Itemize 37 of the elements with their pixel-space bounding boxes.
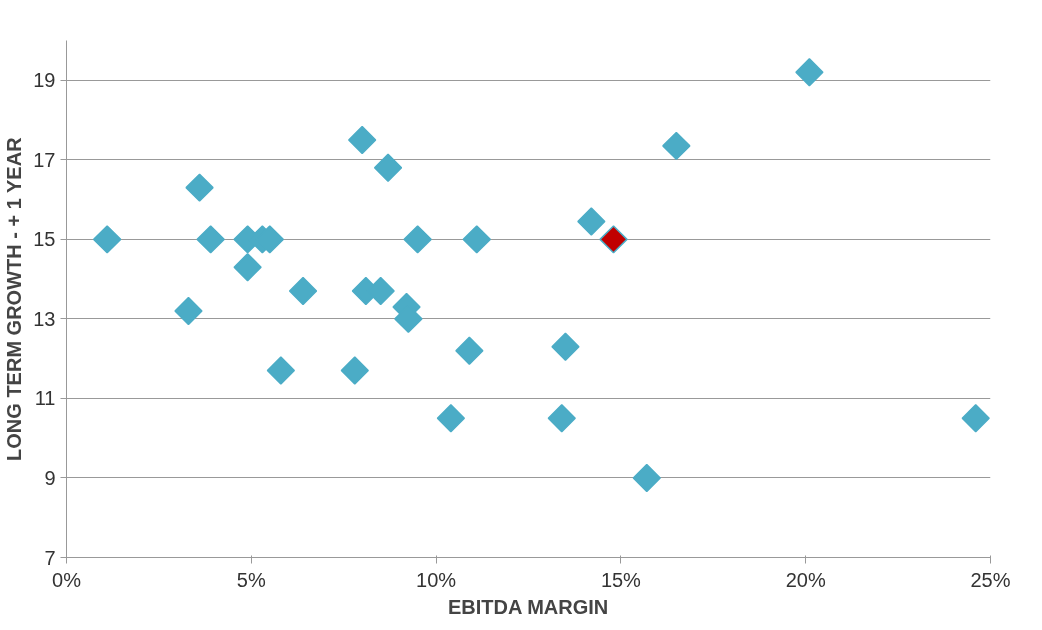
- y-axis-title: LONG TERM GROWTH - + 1 YEAR: [3, 136, 26, 461]
- y-tick-label: 9: [44, 466, 56, 489]
- y-tick-label: 13: [33, 307, 56, 330]
- point: [551, 332, 580, 361]
- point: [196, 225, 225, 254]
- point: [185, 173, 214, 202]
- point: [632, 463, 661, 493]
- point: [961, 404, 990, 433]
- point: [233, 253, 262, 282]
- y-tick-label: 17: [33, 148, 56, 171]
- y-tick-label: 15: [33, 228, 56, 251]
- point: [436, 404, 466, 433]
- point: [92, 225, 122, 254]
- x-tick-label: 25%: [970, 568, 1011, 591]
- x-axis-title: EBITDA MARGIN: [447, 595, 609, 618]
- x-tick-label: 5%: [236, 568, 266, 591]
- x-tick-label: 20%: [785, 568, 826, 591]
- point: [266, 356, 296, 385]
- x-tick-label: 15%: [600, 568, 642, 591]
- point: [577, 207, 606, 236]
- point: [174, 296, 203, 326]
- point: [599, 225, 628, 254]
- y-tick-label: 11: [34, 387, 56, 410]
- point: [288, 276, 318, 306]
- point: [795, 58, 824, 87]
- point: [373, 153, 403, 182]
- point: [347, 125, 377, 155]
- point: [662, 131, 691, 161]
- x-tick-label: 0%: [52, 568, 82, 591]
- y-tick-label: 7: [44, 546, 56, 569]
- x-tick-label: 10%: [416, 568, 457, 591]
- point: [340, 356, 369, 385]
- y-tick-label: 19: [33, 69, 56, 92]
- point: [403, 225, 432, 254]
- point: [455, 336, 484, 365]
- point: [547, 404, 576, 433]
- point: [462, 225, 491, 254]
